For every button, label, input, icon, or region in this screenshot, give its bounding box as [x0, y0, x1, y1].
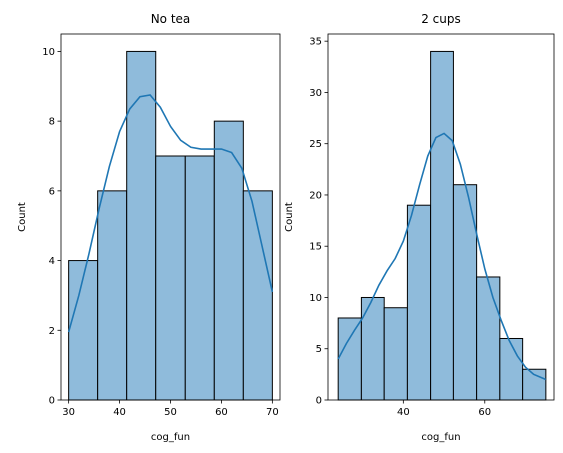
histogram-bar: [476, 276, 501, 401]
x-tick-label: 60: [215, 407, 228, 418]
y-tick-label: 15: [309, 242, 322, 253]
y-tick-label: 30: [309, 88, 322, 99]
histogram-bar: [337, 317, 362, 401]
kde-line: [337, 132, 547, 381]
histogram-bar: [68, 260, 99, 401]
y-tick-label: 0: [316, 396, 322, 407]
y-tick-label: 20: [309, 190, 322, 201]
y-axis-label: Count: [284, 202, 295, 232]
y-tick-label: 8: [49, 117, 55, 128]
x-tick-label: 30: [62, 407, 75, 418]
histogram-bar: [383, 307, 408, 401]
y-tick-label: 5: [316, 344, 322, 355]
histogram-bar: [126, 50, 157, 401]
kde-line: [67, 94, 274, 333]
y-tick-label: 35: [309, 37, 322, 48]
histogram-bar: [97, 190, 128, 401]
y-tick-label: 0: [49, 396, 55, 407]
y-tick-label: 6: [49, 186, 55, 197]
histogram-bar: [499, 337, 524, 401]
x-tick-label: 70: [266, 407, 279, 418]
x-axis-label: cog_fun: [421, 432, 460, 443]
subplot-2: 40 60 0 5 10 15 20 25 30 35 2 cups cog_fun Count: [284, 12, 555, 443]
histogram-bar: [406, 204, 432, 401]
histogram-bar: [213, 120, 244, 401]
y-tick-label: 4: [49, 256, 55, 267]
axes-frame: [327, 33, 555, 401]
histogram-bar: [430, 50, 454, 401]
x-tick-label: 50: [164, 407, 177, 418]
histogram-bar: [184, 155, 215, 401]
histogram-bar: [242, 190, 273, 401]
chart-title: No tea: [151, 12, 191, 26]
y-axis-label: Count: [17, 202, 28, 232]
y-tick-label: 2: [49, 326, 55, 337]
x-axis-label: cog_fun: [151, 432, 190, 443]
y-tick-label: 25: [309, 139, 322, 150]
x-tick-label: 40: [397, 407, 410, 418]
chart-title: 2 cups: [421, 12, 461, 26]
y-tick-label: 10: [42, 47, 55, 58]
histogram-bar: [155, 155, 186, 401]
y-tick-label: 10: [309, 293, 322, 304]
x-tick-label: 60: [478, 407, 491, 418]
subplot-1: 30 40 50 60 70 0 2 4 6 8 10 No tea cog_fun Count: [17, 12, 281, 443]
x-tick-label: 40: [113, 407, 126, 418]
